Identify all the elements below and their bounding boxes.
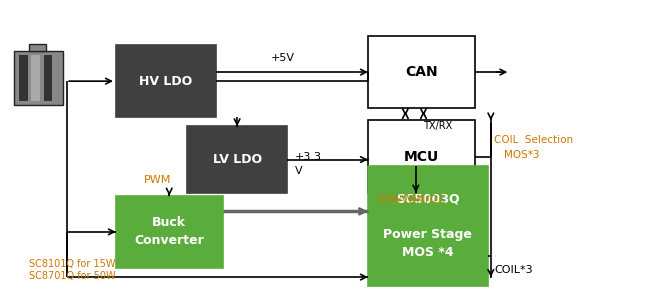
FancyBboxPatch shape [368,36,475,108]
Text: MCU: MCU [404,150,439,164]
Text: Buck
Converter: Buck Converter [134,216,204,247]
Text: +5V: +5V [271,53,295,63]
FancyBboxPatch shape [368,120,475,193]
Text: PWM: PWM [143,175,171,185]
FancyBboxPatch shape [116,196,222,268]
Text: CAN: CAN [405,65,437,79]
FancyBboxPatch shape [29,45,46,51]
Text: COIL  Selection: COIL Selection [494,135,573,145]
Text: IDM/VDM/I2C: IDM/VDM/I2C [378,195,445,205]
Text: TX/RX: TX/RX [423,121,452,131]
Text: SC8701Q for 50W: SC8701Q for 50W [29,270,115,281]
Text: SC8101Q for 15W: SC8101Q for 15W [29,258,115,269]
Text: LV LDO: LV LDO [213,153,261,166]
Text: +3.3: +3.3 [295,152,322,162]
FancyBboxPatch shape [116,45,216,117]
Text: HV LDO: HV LDO [140,75,192,88]
Text: MOS*3: MOS*3 [504,150,539,160]
Text: SC5003Q

Power Stage
MOS *4: SC5003Q Power Stage MOS *4 [383,192,472,259]
FancyBboxPatch shape [14,51,63,105]
Text: COIL*3: COIL*3 [494,265,533,274]
FancyBboxPatch shape [31,55,40,101]
FancyBboxPatch shape [368,165,488,286]
Text: V: V [295,165,303,176]
FancyBboxPatch shape [187,126,288,193]
FancyBboxPatch shape [44,55,52,101]
FancyBboxPatch shape [20,55,28,101]
